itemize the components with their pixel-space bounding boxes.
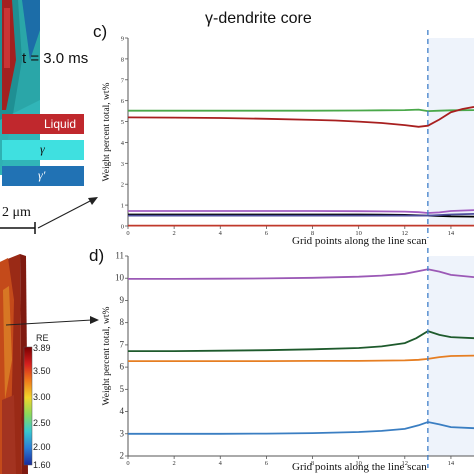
ytick-label-d-8: 10: [115, 273, 125, 283]
legend-label-liquid: Liquid: [44, 117, 77, 131]
ytick-label-c-3: 3: [121, 161, 124, 168]
colorbar: [23, 346, 33, 466]
xtick-label-c-0: 0: [126, 230, 129, 237]
figure-title: γ-dendrite core: [205, 10, 312, 27]
xtick-label-d-3: 6: [265, 460, 269, 467]
xtick-label-d-5: 10: [355, 460, 362, 467]
xtick-label-c-3: 6: [265, 230, 269, 237]
series-line-c-1: [127, 106, 474, 128]
xtick-label-c-2: 4: [219, 230, 223, 237]
colorbar-tick-1: 3.50: [33, 366, 51, 376]
ytick-label-c-0: 0: [121, 224, 124, 231]
ytick-label-d-0: 2: [120, 451, 125, 461]
colorbar-title: RE: [36, 333, 49, 343]
ytick-label-c-9: 9: [121, 36, 124, 43]
xtick-label-c-1: 2: [173, 230, 176, 237]
series-line-c-3: [128, 213, 474, 218]
legend-swatch-gamma-prime: γ′: [2, 166, 84, 186]
ytick-label-c-8: 8: [121, 56, 124, 63]
panel-label-d: d): [89, 246, 105, 265]
shaded-region-c: [427, 38, 474, 226]
arrow-to-panel-c: [37, 199, 93, 229]
x-axis-label-c: Grid points along the line scan: [292, 235, 427, 247]
ytick-label-d-2: 4: [120, 406, 125, 416]
series-line-d-0: [128, 268, 474, 280]
ytick-label-c-1: 1: [121, 203, 124, 210]
ytick-label-c-5: 5: [121, 119, 124, 126]
legend-swatch-gamma: γ: [2, 140, 84, 160]
ytick-label-d-9: 11: [115, 251, 124, 261]
ytick-label-d-6: 8: [120, 317, 125, 327]
arrow-to-panel-d: [5, 319, 93, 326]
legend-swatch-liquid: Liquid: [2, 114, 84, 134]
series-line-c-4: [128, 213, 474, 217]
series-line-d-1: [128, 330, 474, 353]
xtick-label-d-1: 2: [173, 460, 176, 467]
scale-bar-label: 2 μm: [2, 205, 31, 220]
xtick-label-c-6: 12: [402, 230, 409, 237]
series-line-d-3: [128, 421, 474, 435]
y-axis-label-d: Weight percent total, wt%: [102, 306, 112, 405]
colorbar-tick-3: 2.50: [33, 418, 51, 428]
colorbar-tick-2: 3.00: [33, 392, 51, 402]
colorbar-tick-5: 1.60: [33, 460, 51, 470]
colorbar-tick-4: 2.00: [33, 442, 51, 452]
series-line-c-0: [128, 108, 474, 113]
series-line-c-2: [128, 209, 474, 214]
ytick-label-d-5: 7: [120, 339, 125, 349]
ytick-label-c-7: 7: [121, 77, 125, 84]
series-line-d-2: [128, 354, 474, 363]
ytick-label-d-3: 5: [120, 384, 125, 394]
time-label: t = 3.0 ms: [22, 50, 89, 67]
xtick-label-d-0: 0: [126, 460, 129, 467]
xtick-label-c-7: 14: [448, 230, 455, 237]
ytick-label-c-6: 6: [121, 98, 125, 105]
xtick-label-c-4: 8: [311, 230, 314, 237]
legend-label-gamma: γ: [40, 142, 45, 156]
panel-label-c: c): [93, 22, 108, 41]
colorbar-tick-0: 3.89: [33, 343, 51, 353]
xtick-label-d-6: 12: [402, 460, 409, 467]
ytick-label-d-4: 6: [120, 362, 125, 372]
y-axis-label-c: Weight percent total, wt%: [102, 82, 112, 181]
xtick-label-c-5: 10: [355, 230, 362, 237]
xtick-label-d-2: 4: [219, 460, 223, 467]
xtick-label-d-7: 14: [448, 460, 455, 467]
ytick-label-c-4: 4: [121, 140, 125, 147]
ytick-label-c-2: 2: [121, 182, 124, 189]
ytick-label-d-7: 9: [120, 295, 125, 305]
ytick-label-d-1: 3: [120, 428, 125, 438]
legend-label-gamma-prime: γ′: [38, 168, 46, 182]
xtick-label-d-4: 8: [311, 460, 314, 467]
x-axis-label-d: Grid points along the line scan: [292, 461, 427, 473]
